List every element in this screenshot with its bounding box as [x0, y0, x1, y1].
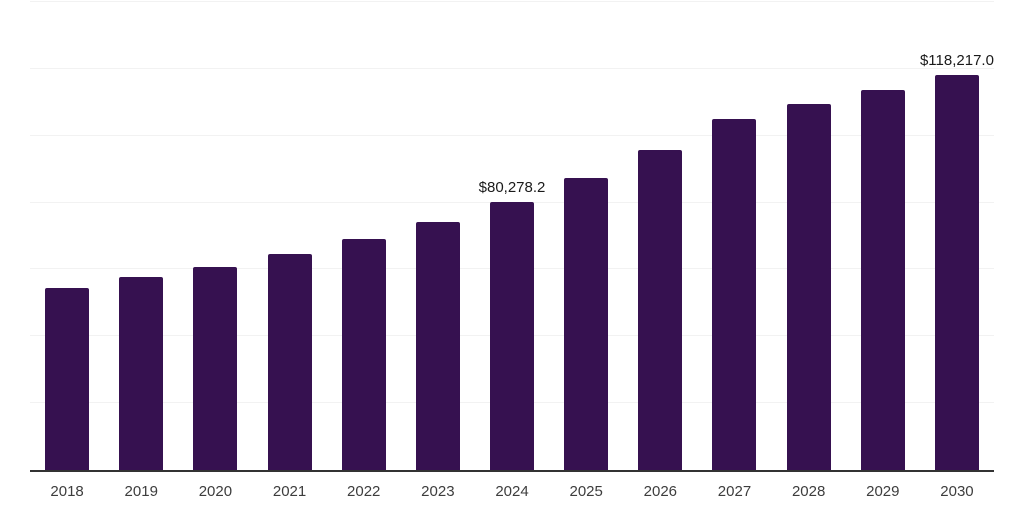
bar-2023: [415, 221, 460, 470]
bar-2020: [193, 266, 238, 470]
bar-2027: [712, 118, 757, 470]
x-axis: 2018 2019 2020 2021 2022 2023 2024 2025 2026 2027…: [30, 472, 994, 512]
x-tick-2019: 2019: [124, 483, 158, 500]
bar-2026: [638, 149, 683, 470]
bar-slot: [104, 2, 178, 470]
bar-slot: [30, 2, 104, 470]
bar-slot: $118,217.0: [920, 2, 994, 470]
x-tick-2029: 2029: [866, 483, 900, 500]
x-tick-2030: 2030: [940, 483, 974, 500]
bar-slot: [549, 2, 623, 470]
bar-slot: [846, 2, 920, 470]
bar-value-label: $80,278.2: [478, 178, 546, 196]
bar-2025: [564, 177, 609, 470]
x-tick-2027: 2027: [717, 483, 752, 500]
bar-slot: [401, 2, 475, 470]
bar-slot: [252, 2, 326, 470]
bar-slot: [772, 2, 846, 470]
bar-2029: [860, 89, 905, 470]
x-tick-2026: 2026: [643, 483, 678, 500]
bar-slot: [327, 2, 401, 470]
gridline: [30, 67, 994, 69]
bar-2019: [119, 277, 164, 470]
bars-row: $80,278.2 $118,217.0: [30, 2, 994, 470]
bar-slot: [178, 2, 252, 470]
x-tick-2023: 2023: [421, 483, 455, 500]
bar-slot: $80,278.2: [475, 2, 549, 470]
bar-slot: [623, 2, 697, 470]
x-tick-2028: 2028: [791, 483, 826, 500]
x-tick-2021: 2021: [272, 483, 307, 500]
bar-slot: [697, 2, 771, 470]
bar-2024: [490, 201, 535, 470]
bar-2021: [267, 253, 312, 470]
x-tick-2022: 2022: [347, 483, 381, 500]
x-tick-2025: 2025: [569, 483, 603, 500]
x-tick-2024: 2024: [495, 483, 529, 500]
plot-area: $80,278.2 $118,217.0: [30, 1, 994, 472]
bar-value-label: $118,217.0: [919, 51, 994, 69]
bar-2018: [45, 288, 90, 470]
x-tick-2018: 2018: [50, 483, 84, 500]
gridline: [30, 134, 994, 136]
gridline: [30, 1, 994, 2]
bar-2022: [341, 238, 386, 470]
x-tick-2020: 2020: [198, 483, 233, 500]
bar-2028: [786, 103, 831, 470]
bar-2030: [934, 74, 979, 470]
